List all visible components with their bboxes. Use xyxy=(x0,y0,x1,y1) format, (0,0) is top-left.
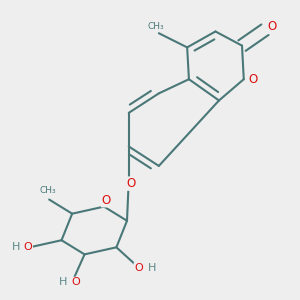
Text: O: O xyxy=(267,20,277,33)
Text: CH₃: CH₃ xyxy=(39,186,56,195)
Text: H: H xyxy=(58,277,67,287)
Text: O: O xyxy=(248,73,257,86)
Text: O: O xyxy=(126,177,135,190)
Text: O: O xyxy=(71,277,80,287)
Text: CH₃: CH₃ xyxy=(148,22,164,32)
Text: H: H xyxy=(148,263,156,273)
Text: O: O xyxy=(134,263,143,273)
Text: H: H xyxy=(12,242,20,252)
Text: O: O xyxy=(24,242,32,252)
Text: O: O xyxy=(101,194,111,207)
